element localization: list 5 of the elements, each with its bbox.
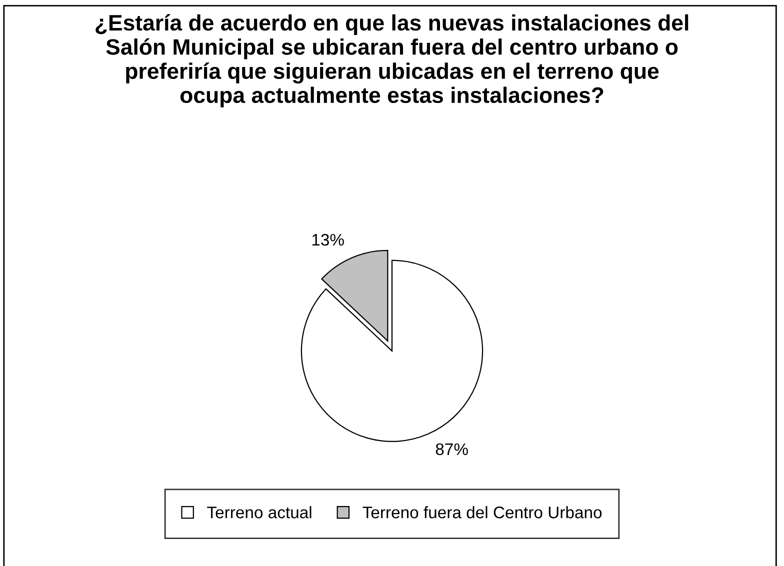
legend-label: Terreno actual xyxy=(207,506,312,518)
data-label: 87% xyxy=(436,443,468,456)
chart-title: ¿Estaría de acuerdo en que las nuevas instalaciones del Salón Municipal se ubicaran fuera del centro urbano o preferiría que siguieran ubicadas en el terreno que ocupa actualmente estas instalaciones? xyxy=(96,14,688,108)
legend-label: Terreno fuera del Centro Urbano xyxy=(362,506,602,518)
data-label: 13% xyxy=(312,234,344,246)
